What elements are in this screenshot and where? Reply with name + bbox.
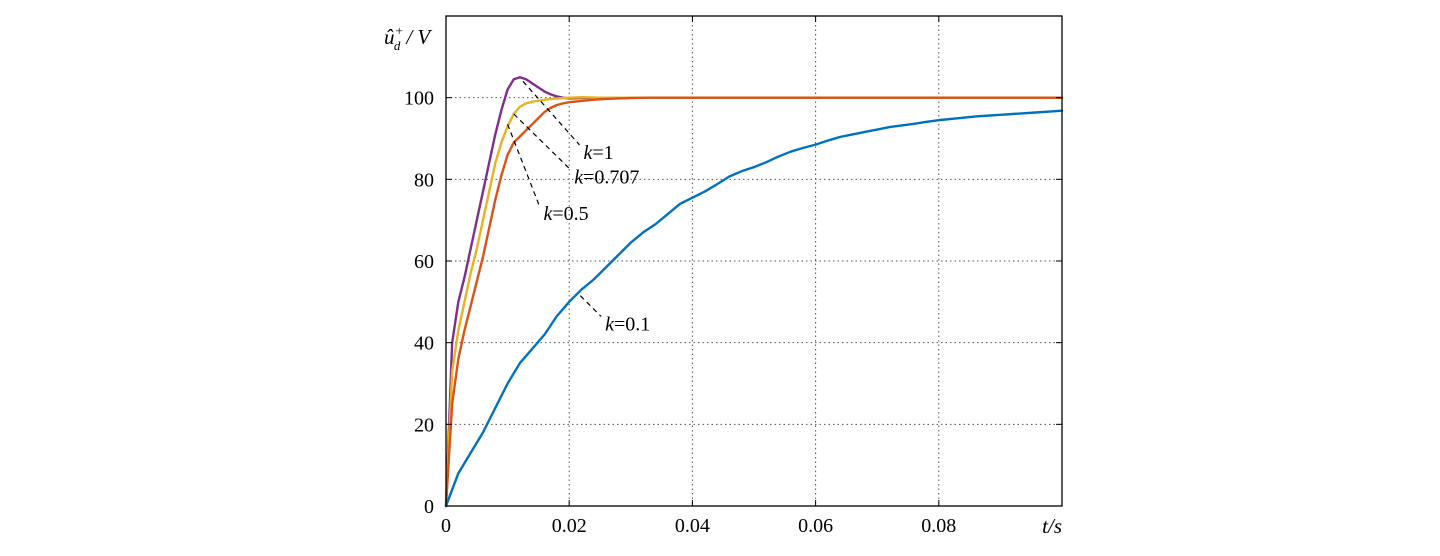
y-axis-label-sub: d bbox=[394, 38, 401, 53]
series-line-k-1 bbox=[444, 76, 1064, 508]
y-tick-label: 80 bbox=[414, 169, 434, 191]
annotation-leader bbox=[522, 80, 580, 146]
y-tick-label: 100 bbox=[404, 88, 434, 110]
annotation-leader bbox=[507, 123, 541, 207]
annotation-leader bbox=[579, 295, 602, 317]
y-axis-label-unit: / V bbox=[405, 25, 432, 49]
x-tick-label: 0.06 bbox=[798, 515, 833, 537]
series-line-k-0-1 bbox=[444, 109, 1064, 508]
y-tick-labels: 0 20 40 60 80 100 bbox=[404, 88, 434, 518]
x-tick-label: 0 bbox=[441, 515, 451, 537]
annotation-label: k=1 bbox=[584, 142, 614, 164]
tick-layer bbox=[445, 16, 1062, 507]
annotation-leaders bbox=[507, 80, 602, 317]
y-axis-label-sup: + bbox=[396, 23, 403, 38]
annotation-label: k=0.1 bbox=[605, 313, 650, 335]
x-tick-label: 0.02 bbox=[552, 515, 587, 537]
x-axis-label: t/s bbox=[1042, 514, 1062, 538]
grid-layer bbox=[446, 16, 1062, 506]
y-tick-label: 40 bbox=[414, 333, 434, 355]
y-axis-label: û+ d / V bbox=[384, 23, 432, 53]
plot-frame bbox=[445, 15, 1063, 507]
series-layer bbox=[444, 76, 1064, 508]
annotation-leader bbox=[513, 113, 571, 170]
y-axis-label-base: û bbox=[384, 25, 395, 49]
y-tick-label: 20 bbox=[414, 414, 434, 436]
y-tick-label: 60 bbox=[414, 251, 434, 273]
y-tick-label: 0 bbox=[424, 496, 434, 518]
annotation-label: k=0.5 bbox=[543, 203, 588, 225]
x-tick-label: 0.04 bbox=[675, 515, 710, 537]
annotation-labels: k=1k=0.707 k=0.5 k=0.1 bbox=[543, 142, 650, 335]
annotation-label: k=0.707 bbox=[574, 166, 639, 188]
series-line-k-0-5 bbox=[444, 96, 1064, 508]
x-tick-labels: 0 0.02 0.04 0.06 0.08 bbox=[441, 515, 956, 537]
x-tick-label: 0.08 bbox=[921, 515, 956, 537]
series-line-k-0-707 bbox=[444, 96, 1064, 508]
